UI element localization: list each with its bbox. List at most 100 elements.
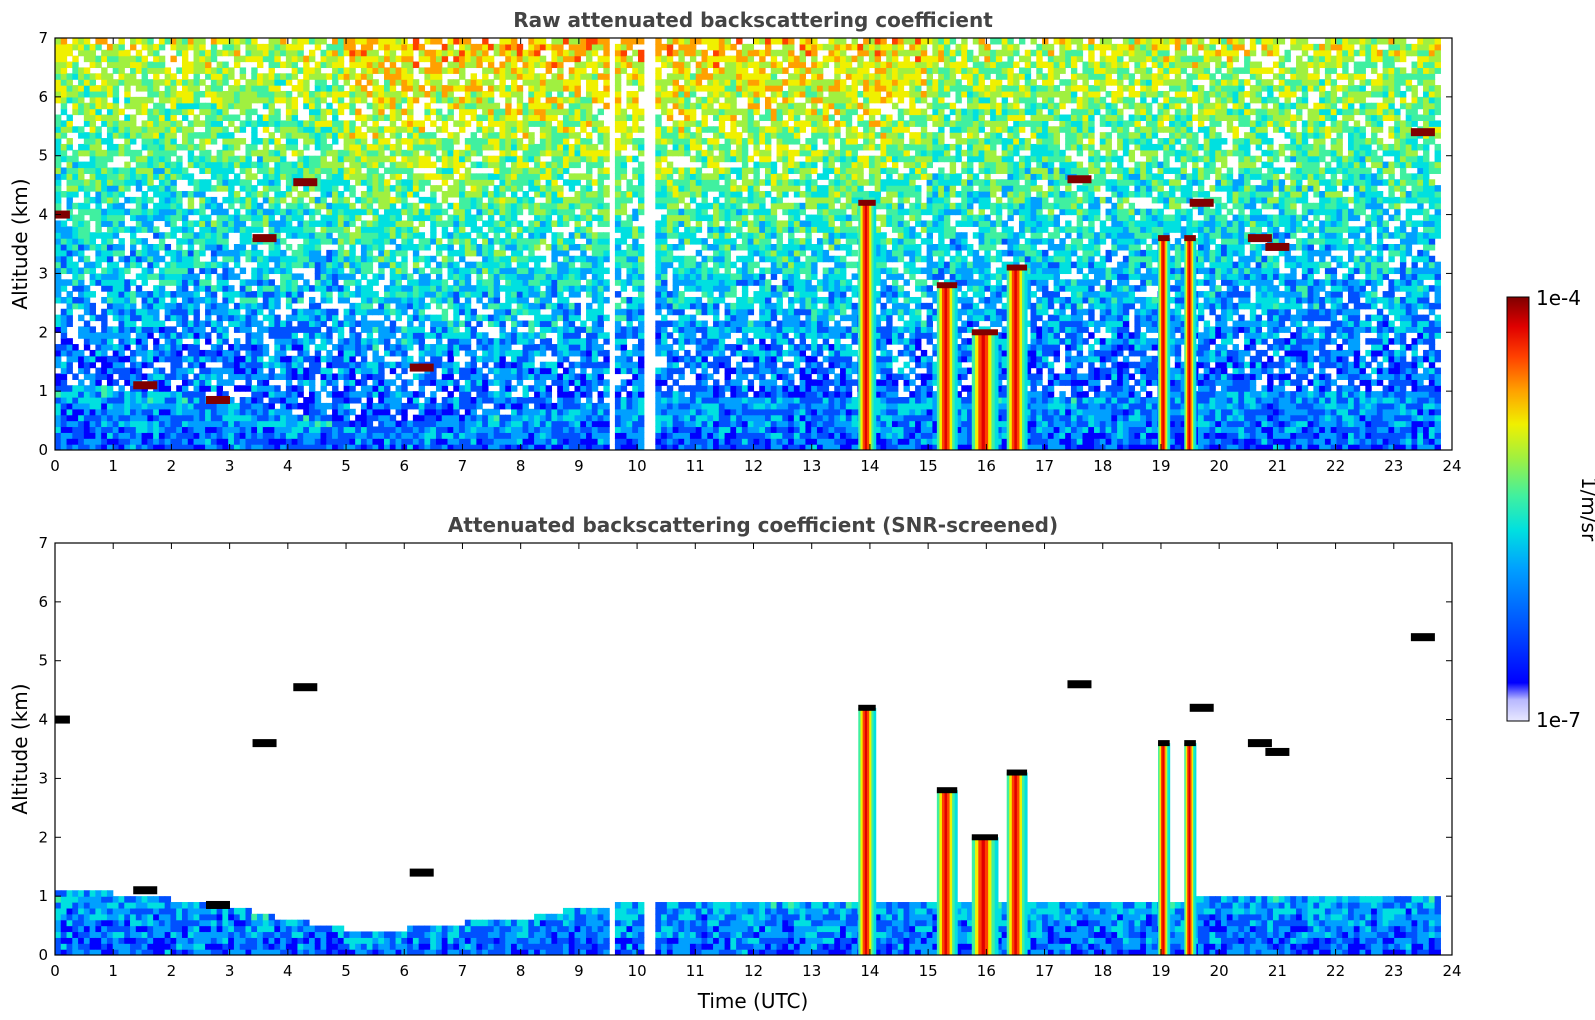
raw-cell bbox=[153, 108, 160, 116]
raw-cell bbox=[176, 332, 183, 339]
raw-cell bbox=[308, 185, 316, 192]
raw-cell bbox=[505, 61, 512, 69]
raw-cell bbox=[72, 302, 79, 310]
raw-cell bbox=[153, 426, 160, 433]
raw-cell bbox=[147, 261, 154, 269]
raw-cell bbox=[539, 214, 547, 222]
raw-cell bbox=[430, 208, 437, 216]
raw-cell bbox=[326, 285, 333, 292]
raw-cell bbox=[389, 173, 397, 180]
raw-cell bbox=[441, 196, 449, 204]
raw-cell bbox=[216, 108, 223, 116]
raw-cell bbox=[285, 291, 293, 298]
raw-cell bbox=[372, 132, 379, 139]
raw-cell bbox=[511, 314, 518, 322]
raw-cell bbox=[181, 220, 189, 227]
raw-cell bbox=[233, 138, 241, 145]
raw-cell bbox=[447, 102, 454, 110]
raw-cell bbox=[228, 143, 235, 151]
raw-cell bbox=[395, 338, 402, 345]
raw-cell bbox=[389, 161, 397, 169]
raw-cell bbox=[153, 226, 160, 233]
raw-cell bbox=[487, 244, 495, 251]
raw-cell bbox=[355, 285, 362, 292]
raw-cell bbox=[470, 55, 477, 63]
raw-cell bbox=[251, 220, 258, 227]
raw-cell bbox=[158, 349, 166, 357]
raw-cell bbox=[464, 273, 472, 280]
raw-cell bbox=[487, 173, 495, 180]
raw-cell bbox=[216, 208, 223, 216]
raw-cell bbox=[147, 291, 154, 298]
raw-cell bbox=[505, 38, 512, 45]
raw-cell bbox=[210, 132, 218, 139]
raw-cell bbox=[534, 173, 541, 180]
raw-cell bbox=[66, 267, 73, 275]
raw-cell bbox=[130, 432, 137, 439]
raw-cell bbox=[153, 367, 160, 375]
raw-cell bbox=[534, 149, 541, 157]
raw-cell bbox=[493, 120, 501, 127]
raw-cell bbox=[412, 226, 420, 233]
raw-cell bbox=[326, 208, 333, 216]
raw-cell bbox=[72, 220, 79, 227]
raw-cell bbox=[516, 397, 524, 404]
raw-cell bbox=[337, 355, 345, 363]
raw-cell bbox=[291, 420, 299, 428]
raw-cell bbox=[72, 438, 79, 445]
raw-cell bbox=[268, 55, 275, 63]
raw-cell bbox=[389, 208, 397, 216]
raw-cell bbox=[320, 49, 327, 57]
raw-cell bbox=[401, 302, 408, 310]
raw-cell bbox=[378, 408, 385, 416]
raw-cell bbox=[487, 397, 495, 404]
raw-cell bbox=[170, 332, 177, 339]
raw-cell bbox=[366, 202, 374, 210]
raw-cell bbox=[124, 126, 131, 133]
raw-cell bbox=[83, 355, 91, 363]
raw-cell bbox=[205, 179, 212, 186]
raw-cell bbox=[228, 285, 235, 292]
raw-cell bbox=[205, 214, 212, 222]
raw-cell bbox=[233, 49, 241, 57]
raw-cell bbox=[245, 167, 252, 174]
raw-cell bbox=[130, 338, 137, 345]
raw-cell bbox=[401, 438, 408, 445]
raw-cell bbox=[332, 408, 339, 416]
raw-cell bbox=[193, 208, 200, 216]
raw-cell bbox=[199, 408, 206, 416]
raw-cell bbox=[303, 191, 310, 198]
raw-cell bbox=[239, 444, 247, 450]
raw-cell bbox=[245, 279, 252, 286]
raw-cell bbox=[441, 426, 449, 433]
raw-cell bbox=[476, 196, 483, 204]
raw-cell bbox=[326, 444, 333, 450]
raw-cell bbox=[297, 255, 304, 263]
raw-cell bbox=[106, 373, 114, 380]
raw-cell bbox=[291, 114, 299, 121]
raw-cell bbox=[158, 367, 166, 375]
raw-cell bbox=[205, 402, 212, 410]
raw-cell bbox=[205, 185, 212, 192]
raw-cell bbox=[499, 355, 506, 363]
raw-cell bbox=[153, 320, 160, 327]
raw-cell bbox=[551, 285, 558, 292]
raw-cell bbox=[401, 285, 408, 292]
raw-cell bbox=[95, 397, 102, 404]
raw-cell bbox=[262, 285, 270, 292]
raw-cell bbox=[245, 344, 252, 351]
raw-cell bbox=[280, 73, 287, 80]
raw-cell bbox=[511, 267, 518, 275]
raw-cell bbox=[470, 414, 477, 422]
raw-cell bbox=[187, 149, 195, 157]
raw-cell bbox=[528, 397, 535, 404]
raw-cell bbox=[326, 426, 333, 433]
raw-cell bbox=[308, 67, 316, 74]
raw-cell bbox=[239, 355, 247, 363]
raw-cell bbox=[262, 414, 270, 422]
raw-cell bbox=[216, 279, 223, 286]
raw-cell bbox=[257, 367, 264, 375]
raw-cell bbox=[511, 308, 518, 316]
raw-cell bbox=[158, 196, 166, 204]
raw-cell bbox=[210, 85, 218, 92]
